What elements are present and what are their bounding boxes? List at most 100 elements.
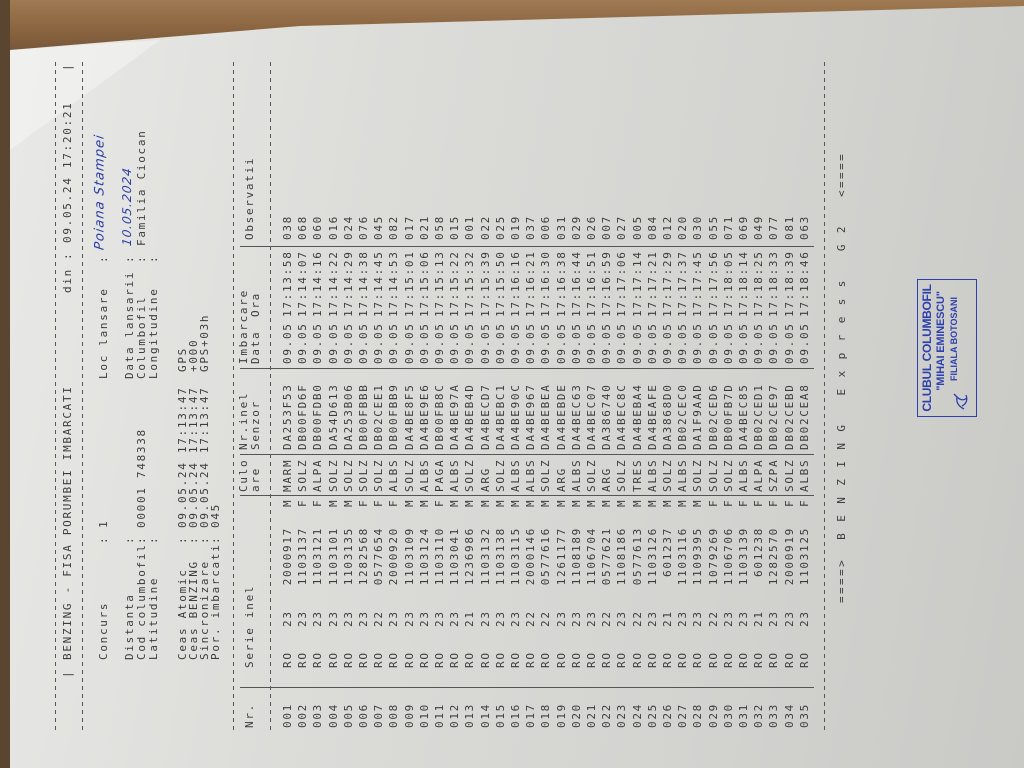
cell-ring: 0577621: [600, 527, 614, 586]
info-value: Familia Ciocan: [135, 129, 148, 246]
cell-year: 23: [721, 610, 735, 627]
cell-ring: 2000920: [387, 527, 401, 586]
cell-obs: 063: [797, 215, 811, 240]
cell-nr: 034: [782, 703, 796, 728]
cell-color: SOLZ: [372, 458, 386, 492]
cell-date: 09.05: [691, 322, 705, 364]
document-title: BENZING - FISA PORUMBEI IMBARCATI: [61, 385, 74, 660]
table-row: 028 RO 23 1109395 M SOLZ DA1F9AAD 09.05 17:17:45…: [691, 0, 706, 768]
table-row: 034 RO 23 2000919 F SOLZ DB02CEBD 09.05 17:18:39…: [783, 0, 798, 768]
cell-nr: 017: [524, 703, 538, 728]
cell-chip: DA4BEB4D: [463, 383, 477, 450]
cell-ring: 0577654: [372, 527, 386, 586]
cell-chip: DB00FBB9: [387, 383, 401, 450]
cell-chip: DA4BE97A: [448, 383, 462, 450]
cell-nr: 035: [797, 703, 811, 728]
cell-sex: F: [752, 498, 766, 507]
table-row: 015 RO 23 1103138 M SOLZ DA4BEBC1 09.05 17:15:50…: [494, 0, 509, 768]
cell-ring: 0577613: [630, 527, 644, 586]
cell-chip: DA4BEBC1: [493, 383, 507, 450]
info-value: 1: [97, 519, 110, 528]
cell-ring: 1103125: [797, 527, 811, 586]
cell-obs: 068: [296, 215, 310, 240]
cell-ring: 2000919: [782, 527, 796, 586]
cell-nr: 001: [281, 703, 294, 728]
cell-sex: M: [478, 498, 492, 507]
cell-chip: DA4BEC07: [585, 383, 598, 450]
table-row: 003 RO 23 1103121 F ALPA DB00FDB0 09.05 17:14:16…: [311, 0, 326, 768]
cell-time: 17:17:29: [661, 250, 674, 317]
cell-color: ALBS: [737, 458, 750, 492]
cell-ring: 1103132: [478, 527, 492, 586]
cell-color: MARM: [281, 458, 294, 492]
cell-country: RO: [569, 651, 583, 668]
cell-sex: M: [569, 498, 583, 507]
cell-date: 09.05: [630, 322, 644, 364]
cell-time: 17:14:38: [357, 250, 370, 317]
cell-color: SOLZ: [661, 458, 674, 492]
cell-country: RO: [493, 651, 507, 668]
cell-country: RO: [296, 651, 310, 668]
cell-obs: 049: [752, 215, 766, 240]
cell-year: 23: [585, 610, 598, 627]
cell-obs: 007: [600, 215, 614, 240]
table-row: 011 RO 23 1103110 F PAGA DB00FB8C 09.05 17:15:13…: [433, 0, 448, 768]
cell-color: SOLZ: [357, 458, 370, 492]
cell-color: ALBS: [417, 458, 431, 492]
table-row: 006 RO 23 1282568 F SOLZ DB00FBBB 09.05 17:14:38…: [357, 0, 372, 768]
cell-date: 09.05: [706, 322, 720, 364]
cell-time: 17:15:01: [402, 250, 416, 317]
cell-chip: DA253B06: [341, 383, 355, 450]
table-row: 004 RO 23 1103101 M SOLZ DA54D613 09.05 17:14:22…: [327, 0, 342, 768]
cell-color: ALBS: [645, 458, 659, 492]
cell-color: ALPA: [752, 458, 766, 492]
table-row: 005 RO 23 1103135 M SOLZ DA253B06 09.05 17:14:29…: [342, 0, 357, 768]
cell-time: 17:17:37: [676, 250, 690, 317]
cell-chip: DA4BECD7: [478, 383, 492, 450]
cell-sex: M: [615, 498, 629, 507]
cell-time: 17:17:21: [645, 250, 659, 317]
cell-ring: 1106704: [585, 527, 598, 586]
cell-date: 09.05: [311, 322, 325, 364]
cell-year: 23: [357, 610, 370, 627]
cell-nr: 018: [539, 703, 553, 728]
cell-chip: DA253F53: [281, 383, 294, 450]
cell-year: 22: [706, 610, 720, 627]
cell-nr: 012: [448, 703, 462, 728]
cell-country: RO: [661, 651, 674, 668]
cell-sex: M: [326, 498, 340, 507]
table-row: 030 RO 23 1106706 F SOLZ DB00FB7D 09.05 17:18:05…: [722, 0, 737, 768]
cell-color: SOLZ: [782, 458, 796, 492]
table-row: 008 RO 23 2000920 F ALBS DB00FBB9 09.05 17:14:53…: [387, 0, 402, 768]
cell-date: 09.05: [341, 322, 355, 364]
table-row: 017 RO 22 2000146 M ALBS DA4BE967 09.05 17:16:21…: [524, 0, 539, 768]
cell-nr: 022: [600, 703, 614, 728]
cell-time: 17:17:14: [630, 250, 644, 317]
cell-country: RO: [357, 651, 370, 668]
cell-sex: F: [357, 498, 370, 507]
cell-date: 09.05: [281, 322, 294, 364]
cell-time: 17:14:53: [387, 250, 401, 317]
cell-chip: DB00FB8C: [433, 383, 446, 450]
table-row: 010 RO 23 1103124 M ALBS DA4BE9E6 09.05 17:15:06…: [418, 0, 433, 768]
cell-year: 23: [737, 610, 750, 627]
cell-ring: 0577616: [539, 527, 553, 586]
cell-time: 17:18:14: [737, 250, 750, 317]
cell-nr: 020: [569, 703, 583, 728]
cell-country: RO: [478, 651, 492, 668]
cell-year: 22: [600, 610, 614, 627]
cell-obs: 081: [782, 215, 796, 240]
cell-obs: 058: [433, 215, 446, 240]
cell-time: 17:14:22: [326, 250, 340, 317]
cell-year: 23: [509, 610, 522, 627]
cell-date: 09.05: [782, 322, 796, 364]
cell-obs: 037: [524, 215, 538, 240]
colon: :: [97, 254, 110, 263]
cell-date: 09.05: [417, 322, 431, 364]
cell-chip: DB00FD6F: [296, 383, 310, 450]
cell-year: 23: [311, 610, 325, 627]
cell-date: 09.05: [645, 322, 659, 364]
divider: [55, 60, 56, 730]
cell-ring: 1103109: [402, 527, 416, 586]
